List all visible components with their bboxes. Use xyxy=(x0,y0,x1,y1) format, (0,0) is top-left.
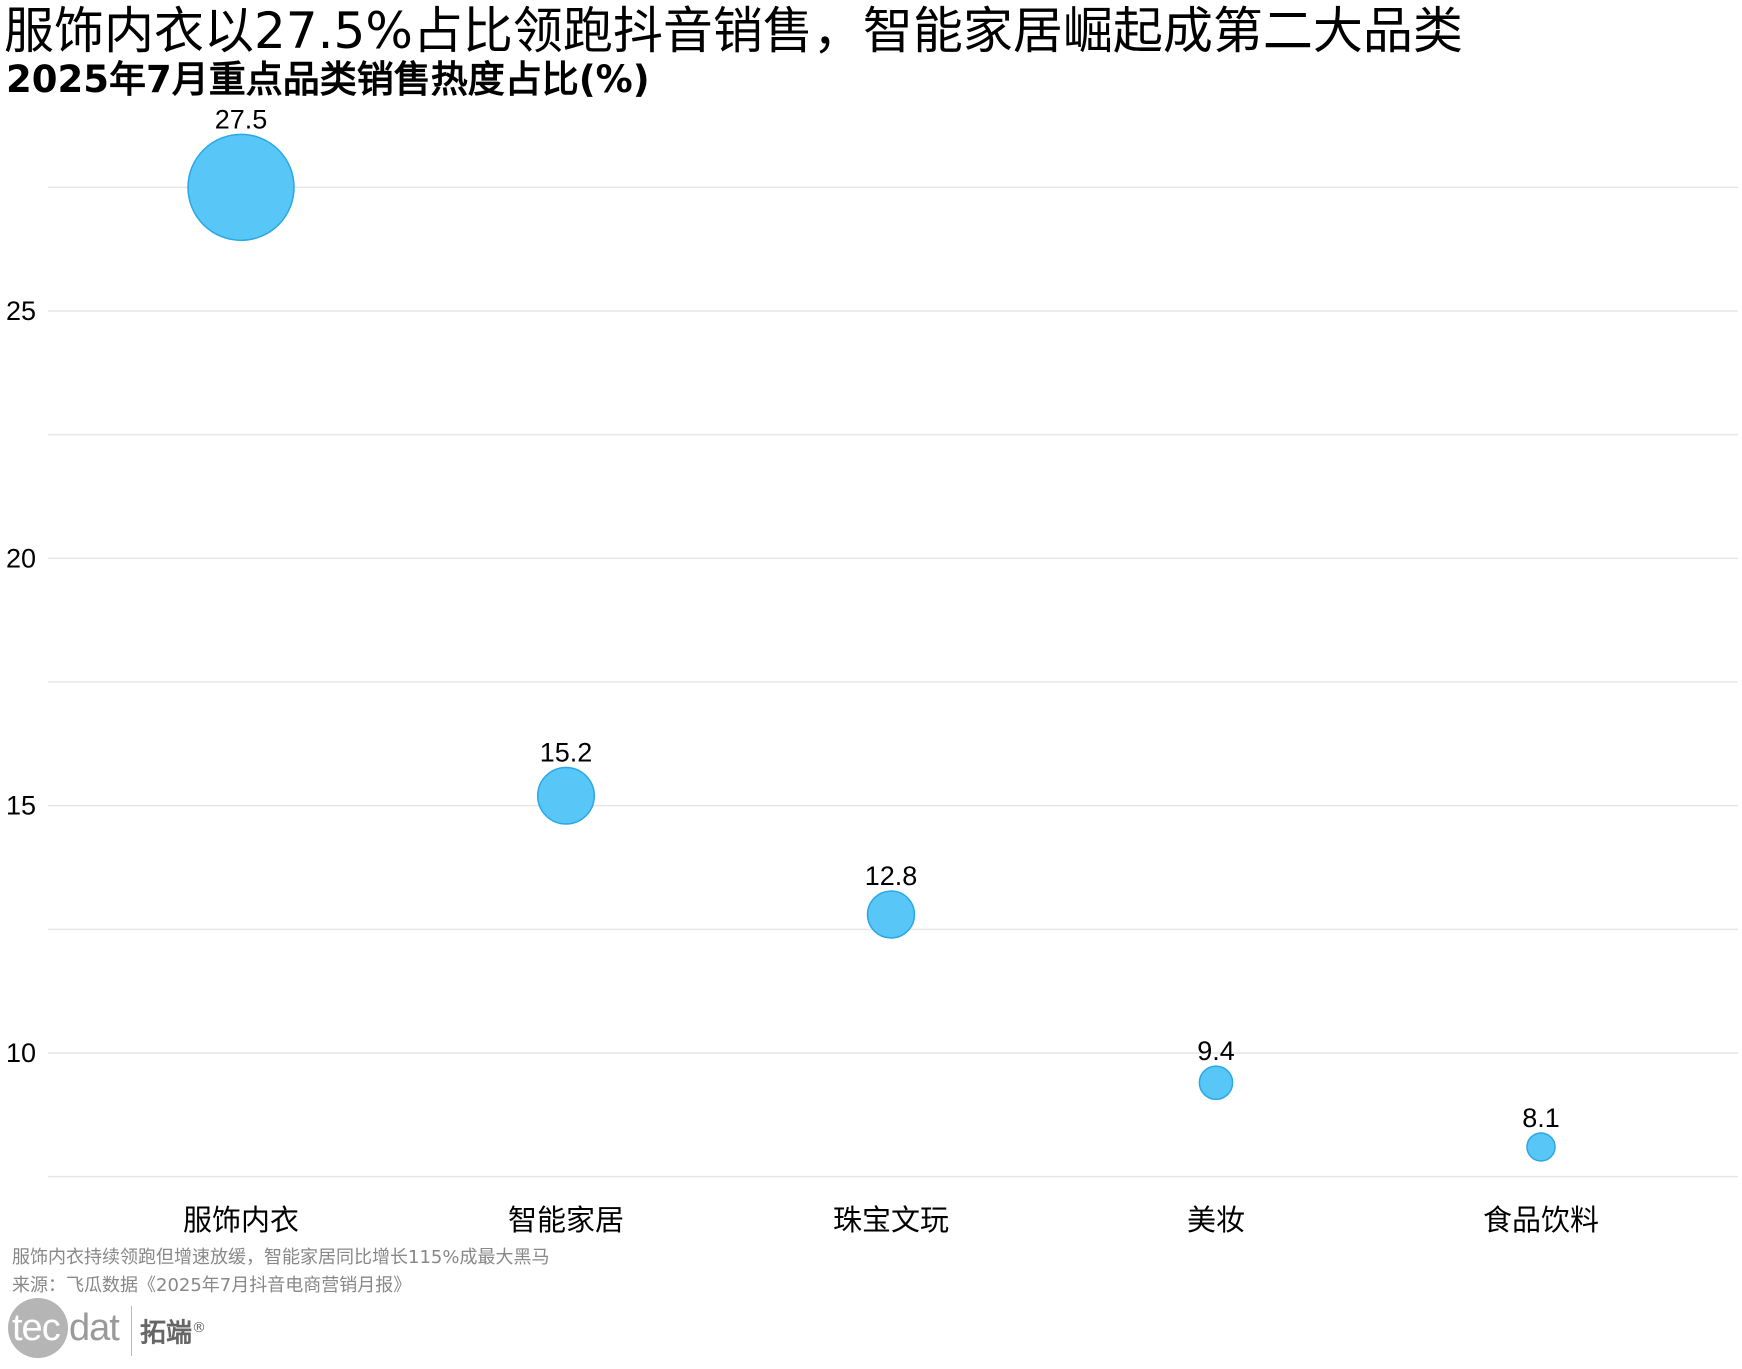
data-label: 15.2 xyxy=(540,738,593,768)
tecdat-logo: tec dat 拓端® xyxy=(8,1298,208,1362)
y-tick-label: 20 xyxy=(6,543,36,573)
chart-note: 服饰内衣持续领跑但增速放缓，智能家居同比增长115%成最大黑马 xyxy=(12,1247,550,1268)
bubble-point xyxy=(866,890,916,939)
x-category-label: 智能家居 xyxy=(508,1203,624,1237)
logo-divider xyxy=(131,1306,132,1356)
data-label: 8.1 xyxy=(1522,1103,1560,1133)
chart-subtitle: 2025年7月重点品类销售热度占比(%) xyxy=(6,58,650,101)
bubble-point xyxy=(1198,1065,1234,1101)
y-tick-label: 15 xyxy=(6,791,36,821)
chart-source: 来源：飞瓜数据《2025年7月抖音电商营销月报》 xyxy=(12,1275,412,1296)
data-label: 12.8 xyxy=(865,861,918,891)
bubble-point xyxy=(536,766,596,825)
y-tick-label: 25 xyxy=(6,296,36,326)
x-category-label: 服饰内衣 xyxy=(183,1203,299,1237)
logo-tec-text: tec xyxy=(12,1307,61,1349)
registered-mark: ® xyxy=(192,1320,207,1336)
x-category-label: 食品饮料 xyxy=(1483,1203,1599,1237)
data-label: 9.4 xyxy=(1197,1036,1235,1066)
logo-dat-text: dat xyxy=(69,1307,120,1349)
logo-circle xyxy=(8,1298,68,1358)
y-tick-label: 10 xyxy=(6,1038,36,1068)
bubble-point xyxy=(187,133,295,242)
bubble-point xyxy=(1526,1132,1556,1162)
data-label: 27.5 xyxy=(215,104,268,134)
logo-cn-text: 拓端® xyxy=(140,1318,207,1349)
x-category-label: 珠宝文玩 xyxy=(833,1203,949,1237)
x-category-label: 美妆 xyxy=(1187,1203,1245,1237)
chart-title: 服饰内衣以27.5%占比领跑抖音销售，智能家居崛起成第二大品类 xyxy=(4,2,1463,60)
